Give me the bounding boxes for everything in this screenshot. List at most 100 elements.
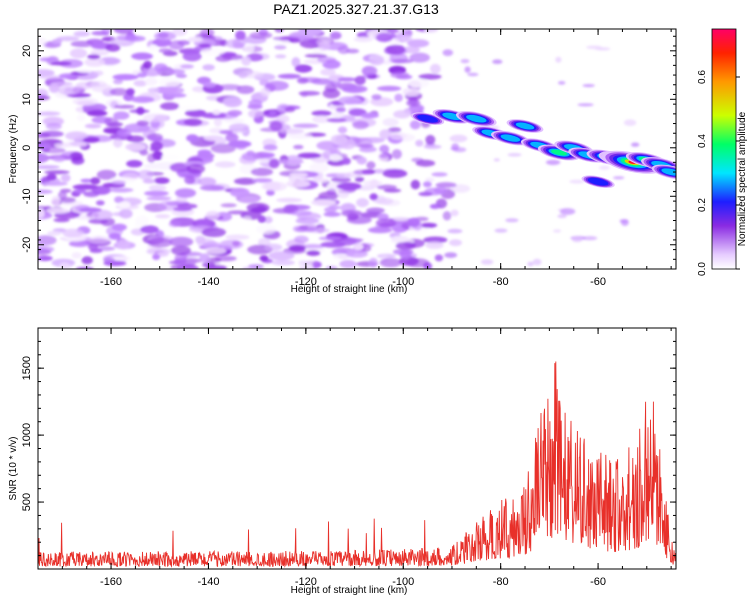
noise-blob bbox=[294, 64, 313, 73]
noise-blob bbox=[400, 35, 413, 43]
noise-blob bbox=[38, 153, 50, 163]
noise-blob bbox=[557, 214, 567, 219]
noise-blob bbox=[287, 132, 313, 140]
noise-blob bbox=[389, 132, 408, 140]
noise-blob bbox=[317, 56, 337, 63]
noise-blob bbox=[89, 248, 103, 253]
noise-blob bbox=[241, 152, 261, 161]
noise-blob bbox=[53, 218, 70, 223]
noise-blob bbox=[559, 208, 576, 215]
noise-blob bbox=[354, 176, 365, 183]
noise-blob bbox=[108, 187, 134, 193]
signal-contour bbox=[587, 177, 609, 186]
noise-blob bbox=[424, 29, 439, 34]
noise-blob bbox=[505, 218, 519, 223]
noise-blob bbox=[225, 234, 250, 240]
noise-blob bbox=[409, 120, 421, 130]
noise-blob bbox=[339, 259, 357, 269]
noise-blob bbox=[116, 239, 130, 250]
noise-blob bbox=[126, 88, 135, 96]
noise-blob bbox=[298, 259, 318, 269]
noise-blob bbox=[202, 64, 215, 71]
y-tick-label: 10 bbox=[21, 93, 33, 105]
noise-blob bbox=[631, 142, 640, 147]
noise-blob bbox=[200, 48, 226, 56]
y-axis-label: SNR (10 * v/v) bbox=[8, 437, 19, 501]
noise-blob bbox=[227, 110, 243, 116]
noise-blob bbox=[148, 44, 159, 52]
noise-blob bbox=[105, 43, 121, 52]
noise-blob bbox=[205, 210, 220, 220]
noise-blob bbox=[162, 93, 187, 98]
noise-blob bbox=[112, 74, 139, 81]
x-axis-label: Height of straight line (km) bbox=[291, 585, 408, 596]
colorbar-tick-label: 0.4 bbox=[697, 134, 708, 148]
noise-blob bbox=[201, 227, 226, 238]
noise-blob bbox=[227, 210, 248, 215]
noise-blob bbox=[255, 158, 270, 164]
noise-blob bbox=[402, 87, 421, 97]
y-tick-label: 1500 bbox=[21, 356, 33, 380]
noise-blob bbox=[346, 250, 368, 258]
noise-blob bbox=[331, 176, 351, 183]
noise-blob bbox=[480, 259, 494, 265]
noise-blob bbox=[186, 134, 199, 142]
noise-blob bbox=[154, 63, 168, 72]
noise-blob bbox=[125, 142, 147, 152]
noise-blob bbox=[311, 78, 335, 85]
x-tick-label: -100 bbox=[392, 276, 414, 288]
noise-blob bbox=[320, 68, 336, 76]
noise-blob bbox=[147, 153, 156, 164]
noise-blob bbox=[341, 209, 363, 217]
colorbar-tick-label: 0.2 bbox=[697, 198, 708, 212]
noise-blob bbox=[210, 143, 236, 154]
noise-blob bbox=[284, 106, 296, 113]
noise-blob bbox=[87, 236, 112, 244]
y-tick-label: 1000 bbox=[21, 423, 33, 447]
noise-blob bbox=[201, 112, 227, 119]
noise-blob bbox=[255, 224, 277, 235]
noise-blob bbox=[464, 66, 471, 73]
noise-blob bbox=[278, 159, 304, 165]
noise-blob bbox=[54, 143, 73, 148]
noise-blob bbox=[109, 256, 132, 261]
noise-blob bbox=[76, 142, 88, 148]
noise-blob bbox=[268, 158, 280, 169]
x-tick-label: -160 bbox=[100, 276, 122, 288]
noise-blob bbox=[288, 38, 301, 43]
noise-blob bbox=[598, 165, 611, 170]
noise-blob bbox=[38, 142, 50, 149]
noise-blob bbox=[198, 43, 212, 48]
signal-contour bbox=[551, 149, 568, 156]
noise-blob bbox=[38, 235, 57, 246]
noise-blob bbox=[168, 221, 181, 228]
noise-blob bbox=[171, 245, 191, 256]
noise-blob bbox=[80, 178, 93, 183]
noise-blob bbox=[38, 132, 51, 139]
noise-blob bbox=[368, 257, 378, 268]
noise-blob bbox=[48, 83, 60, 93]
noise-blob bbox=[53, 156, 65, 163]
noise-blob bbox=[613, 176, 625, 180]
noise-blob bbox=[160, 102, 180, 111]
noise-blob bbox=[248, 99, 263, 108]
noise-blob bbox=[140, 225, 159, 234]
noise-blob bbox=[467, 72, 479, 77]
noise-blob bbox=[382, 118, 399, 127]
noise-blob bbox=[295, 226, 318, 232]
noise-blob bbox=[278, 128, 305, 135]
noise-blob bbox=[39, 57, 58, 62]
snr-axes: -160 -140 -120 -100 -80 -60 Height of straight… bbox=[8, 327, 677, 596]
noise-blob bbox=[360, 112, 379, 119]
noise-blob bbox=[393, 110, 411, 119]
noise-blob bbox=[301, 244, 325, 249]
colorbar-tick-label: 0.6 bbox=[697, 70, 708, 84]
noise-blob bbox=[358, 143, 374, 149]
noise-blob bbox=[312, 115, 331, 124]
noise-blob bbox=[174, 188, 197, 198]
colorbar-tick-label: 0.0 bbox=[697, 262, 708, 276]
noise-blob bbox=[403, 46, 420, 54]
noise-blob bbox=[73, 31, 91, 37]
noise-blob bbox=[326, 118, 347, 123]
noise-blob bbox=[84, 58, 106, 67]
